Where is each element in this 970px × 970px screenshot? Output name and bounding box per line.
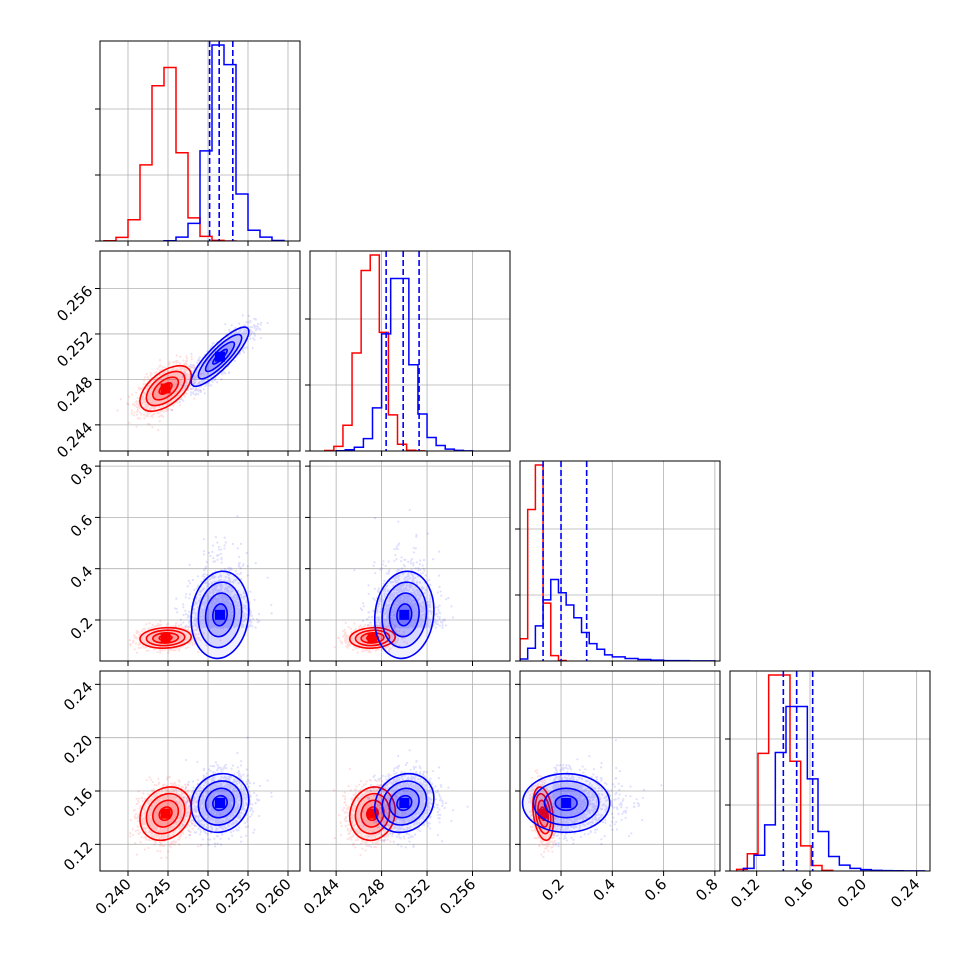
density-peak-series-0	[160, 383, 171, 394]
scatter-panel-2-1	[305, 460, 511, 666]
density-peak-series-1	[215, 609, 225, 620]
axes-frame	[99, 670, 301, 872]
x-tick-label: 0.260	[252, 875, 295, 918]
y-tick-label: 0.24	[60, 678, 96, 714]
density-peak-series-0	[160, 632, 171, 643]
histogram-series-1	[742, 705, 926, 871]
y-tick-label: 0.256	[53, 282, 96, 325]
scatter-panel-3-2: 0.2 0.4 0.6 0.8	[515, 670, 722, 905]
histogram-series-1	[163, 44, 285, 241]
density-peak-series-1	[399, 609, 410, 620]
y-tick-label: 0.8	[67, 460, 97, 490]
axes-frame	[99, 460, 301, 662]
density-peak-series-0	[160, 808, 171, 819]
density-peak-series-1	[215, 798, 225, 808]
scatter-panel-2-0: 0.2 0.4 0.6 0.8	[67, 460, 301, 666]
y-tick-label: 0.20	[60, 731, 96, 767]
y-tick-label: 0.244	[53, 418, 96, 461]
histogram-panel-3: 0.12 0.16 0.20 0.24	[725, 670, 931, 911]
x-tick-label: 0.6	[641, 875, 671, 905]
scatter-panel-3-0: 0.12 0.16 0.20 0.24 0.2400.2450.2500.2550.26…	[60, 670, 301, 918]
histogram-series-1	[335, 277, 474, 451]
x-tick-label: 0.256	[436, 875, 479, 918]
x-tick-label: 0.4	[590, 875, 620, 905]
density-peak-series-1	[215, 351, 225, 362]
histogram-series-0	[324, 254, 426, 451]
density-peak-series-1	[561, 798, 572, 808]
axes-frame	[309, 460, 511, 662]
axes-frame	[519, 670, 721, 872]
density-peak-series-1	[399, 798, 410, 808]
histogram-series-1	[520, 578, 716, 661]
density-peak-series-0	[538, 808, 549, 819]
density-peak-series-0	[367, 632, 378, 643]
x-tick-label: 0.255	[212, 875, 255, 918]
x-tick-label: 0.2	[538, 875, 568, 905]
y-tick-label: 0.248	[53, 373, 96, 416]
x-tick-label: 0.248	[345, 875, 388, 918]
x-tick-label: 0.252	[391, 875, 434, 918]
y-tick-label: 0.4	[67, 562, 97, 592]
x-tick-label: 0.12	[727, 875, 763, 911]
x-tick-label: 0.240	[92, 875, 135, 918]
y-tick-label: 0.12	[60, 838, 96, 874]
y-tick-label: 0.6	[67, 511, 97, 541]
histogram-series-0	[103, 66, 237, 241]
axes-frame	[309, 670, 511, 872]
histogram-panel-1	[305, 250, 511, 456]
scatter-panel-3-1: 0.244 0.248 0.252 0.256	[300, 670, 511, 918]
histogram-panel-0	[95, 40, 301, 246]
axes-frame	[309, 250, 511, 452]
x-tick-label: 0.8	[692, 875, 722, 905]
histogram-panel-2	[515, 460, 721, 666]
x-tick-label: 0.24	[887, 875, 923, 911]
x-tick-label: 0.16	[780, 875, 816, 911]
axes-frame	[99, 40, 301, 242]
y-tick-label: 0.252	[53, 328, 96, 371]
axes-frame	[519, 460, 721, 662]
density-peak-series-0	[367, 808, 378, 819]
histogram-series-0	[735, 674, 834, 871]
x-tick-label: 0.250	[172, 875, 215, 918]
x-tick-label: 0.244	[300, 875, 343, 918]
x-tick-label: 0.20	[834, 875, 870, 911]
y-tick-label: 0.2	[67, 614, 97, 644]
axes-frame	[99, 250, 301, 452]
y-tick-label: 0.16	[60, 785, 96, 821]
x-tick-label: 0.245	[132, 875, 175, 918]
axes-frame	[729, 670, 931, 872]
